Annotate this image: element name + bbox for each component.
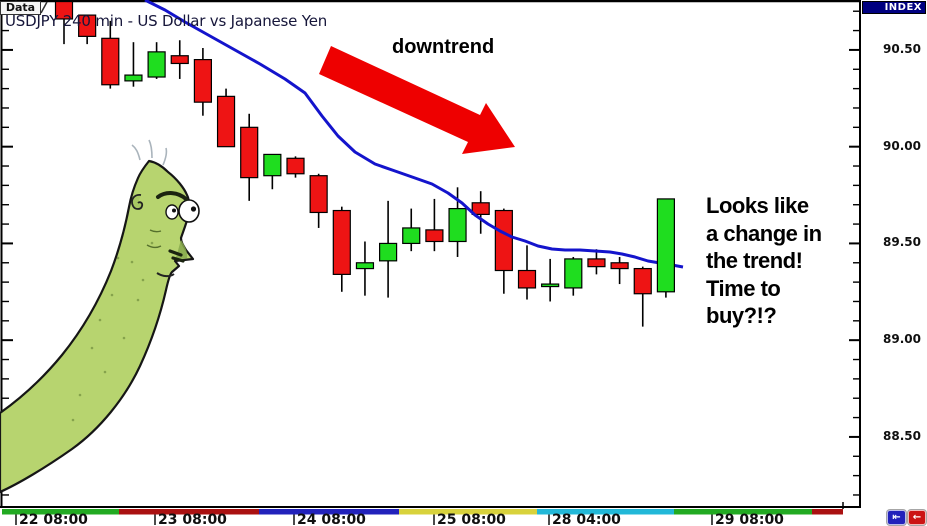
session-segment xyxy=(674,509,812,515)
step-back-button[interactable]: ← xyxy=(908,510,926,525)
mascot-pupil-small xyxy=(172,208,176,213)
candle-up xyxy=(541,258,560,302)
session-segment xyxy=(812,509,843,515)
price-axis-ticks xyxy=(2,10,860,496)
x-axis-label: 25 08:00 xyxy=(437,512,506,526)
session-segment xyxy=(2,509,119,515)
candle-down xyxy=(332,206,351,292)
session-segment xyxy=(119,509,259,515)
candle-down xyxy=(193,47,212,116)
candle-down xyxy=(78,14,97,45)
candle-down xyxy=(101,20,120,89)
candle-up xyxy=(124,42,143,87)
candle-up xyxy=(656,198,676,298)
mascot-nostrils xyxy=(168,249,185,263)
mascot-eye-small xyxy=(165,204,179,220)
mascot-speckles xyxy=(71,241,154,422)
trend-change-annotation-text: Looks like a change in the trend! Time t… xyxy=(706,192,822,330)
candle-up xyxy=(355,241,375,296)
y-axis-label: 89.50 xyxy=(883,235,921,250)
candle-down xyxy=(633,266,652,327)
x-axis-label: 22 08:00 xyxy=(19,512,88,526)
latest-candle-layer xyxy=(656,198,676,298)
candles-layer xyxy=(54,0,652,327)
x-axis-label: 29 08:00 xyxy=(715,512,784,526)
trend-note-line: buy?!? xyxy=(706,303,777,328)
y-axis-label: 90.50 xyxy=(883,41,921,56)
x-axis-label: 24 08:00 xyxy=(297,512,366,526)
mascot-eyebrow xyxy=(156,191,188,201)
y-axis-label: 88.50 xyxy=(883,428,921,443)
candle-down xyxy=(494,208,513,294)
candle-up xyxy=(147,42,166,79)
candle-down xyxy=(587,249,606,275)
candle-down xyxy=(517,245,537,300)
mascot-eye-big xyxy=(178,199,200,223)
trend-note-line: the trend! xyxy=(706,248,803,273)
mascot-pupil-big xyxy=(190,206,197,212)
candle-down xyxy=(309,173,328,228)
mascot-hair xyxy=(131,139,168,166)
downtrend-arrow-annotation xyxy=(319,46,515,154)
candle-down xyxy=(471,191,490,234)
data-tab[interactable]: Data xyxy=(0,1,41,15)
session-segment xyxy=(537,509,674,515)
x-axis-label: 28 04:00 xyxy=(552,512,621,526)
trend-note-line: Time to xyxy=(706,275,781,301)
candle-up xyxy=(402,208,421,252)
skip-to-start-button[interactable]: ⇤ xyxy=(887,510,906,525)
candle-down xyxy=(240,113,259,201)
chart-frame xyxy=(0,0,861,509)
moving-average-line xyxy=(144,0,684,269)
session-color-bar xyxy=(2,509,843,515)
bear-mascot-illustration xyxy=(0,139,200,494)
candle-up xyxy=(564,256,583,296)
data-tab-notch xyxy=(40,1,48,14)
downtrend-annotation-text: downtrend xyxy=(392,36,495,58)
session-segment xyxy=(259,509,399,515)
candle-up xyxy=(379,200,398,298)
trend-note-line: Looks like xyxy=(706,193,809,218)
mascot-body xyxy=(0,159,195,494)
candle-down xyxy=(54,0,74,45)
chart-title: USDJPY 240 min - US Dollar vs Japanese Y… xyxy=(5,12,328,30)
candle-down xyxy=(216,88,236,148)
candle-down xyxy=(286,156,305,178)
y-axis-label: 89.00 xyxy=(883,332,921,347)
candle-up xyxy=(448,187,467,257)
candle-down xyxy=(170,40,189,79)
candle-up xyxy=(263,153,282,190)
mascot-mouth xyxy=(156,272,175,278)
y-axis-label: 90.00 xyxy=(883,138,921,153)
index-panel-header: INDEX xyxy=(862,1,926,14)
candle-down xyxy=(610,256,629,285)
candle-down xyxy=(425,198,444,252)
mascot-ear xyxy=(131,194,144,210)
session-segment xyxy=(399,509,537,515)
trend-note-line: a change in xyxy=(706,220,822,246)
x-axis-label: 23 08:00 xyxy=(158,512,227,526)
mascot-creases xyxy=(146,229,162,249)
